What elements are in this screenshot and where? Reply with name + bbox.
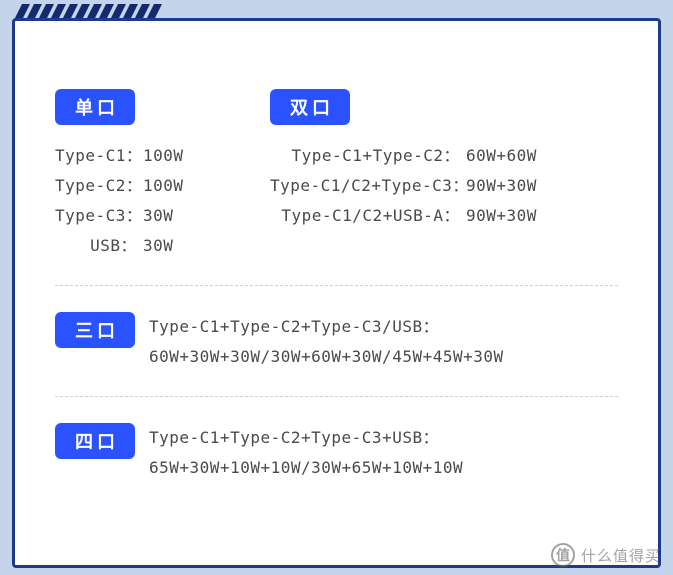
dual-port-section: 双口 Type-C1+Type-C2： 60W+60W Type-C1/C2+T… [270, 89, 620, 261]
row-value: 90W+30W [466, 171, 537, 201]
row-label: Type-C1/C2+Type-C3： [270, 171, 460, 201]
row-label: Type-C2： [55, 171, 137, 201]
row-label: Type-C1/C2+USB-A： [270, 201, 460, 231]
dual-row: Type-C1+Type-C2： 60W+60W [270, 141, 620, 171]
single-row: Type-C2： 100W [55, 171, 230, 201]
row-value: 90W+30W [466, 201, 537, 231]
watermark-icon: 值 [551, 543, 575, 567]
triple-line1: Type-C1+Type-C2+Type-C3/USB： [149, 312, 504, 342]
row-value: 100W [143, 171, 184, 201]
quad-line2: 65W+30W+10W+10W/30W+65W+10W+10W [149, 453, 463, 483]
row-label: Type-C1： [55, 141, 137, 171]
dual-row: Type-C1/C2+Type-C3： 90W+30W [270, 171, 620, 201]
triple-port-section: 三口 Type-C1+Type-C2+Type-C3/USB： 60W+30W+… [55, 312, 618, 372]
dual-row: Type-C1/C2+USB-A： 90W+30W [270, 201, 620, 231]
dual-port-title: 双口 [270, 89, 350, 125]
row-label: Type-C1+Type-C2： [270, 141, 460, 171]
single-row: Type-C3： 30W [55, 201, 230, 231]
row-value: 30W [143, 201, 173, 231]
row-value: 30W [143, 231, 173, 261]
top-sections: 单口 Type-C1： 100W Type-C2： 100W Type-C3： … [55, 89, 618, 261]
single-port-section: 单口 Type-C1： 100W Type-C2： 100W Type-C3： … [55, 89, 230, 261]
quad-port-section: 四口 Type-C1+Type-C2+Type-C3+USB： 65W+30W+… [55, 423, 618, 483]
watermark-text: 什么值得买 [581, 545, 661, 566]
triple-line2: 60W+30W+30W/30W+60W+30W/45W+45W+30W [149, 342, 504, 372]
spec-card: 单口 Type-C1： 100W Type-C2： 100W Type-C3： … [12, 18, 661, 568]
section-divider [55, 396, 618, 397]
triple-port-text: Type-C1+Type-C2+Type-C3/USB： 60W+30W+30W… [149, 312, 504, 372]
triple-port-title: 三口 [55, 312, 135, 348]
row-value: 60W+60W [466, 141, 537, 171]
section-divider [55, 285, 618, 286]
quad-line1: Type-C1+Type-C2+Type-C3+USB： [149, 423, 463, 453]
single-port-title: 单口 [55, 89, 135, 125]
quad-port-title: 四口 [55, 423, 135, 459]
single-row: USB： 30W [55, 231, 230, 261]
single-row: Type-C1： 100W [55, 141, 230, 171]
quad-port-text: Type-C1+Type-C2+Type-C3+USB： 65W+30W+10W… [149, 423, 463, 483]
row-value: 100W [143, 141, 184, 171]
watermark: 值 什么值得买 [551, 543, 661, 567]
row-label: USB： [55, 231, 137, 261]
row-label: Type-C3： [55, 201, 137, 231]
